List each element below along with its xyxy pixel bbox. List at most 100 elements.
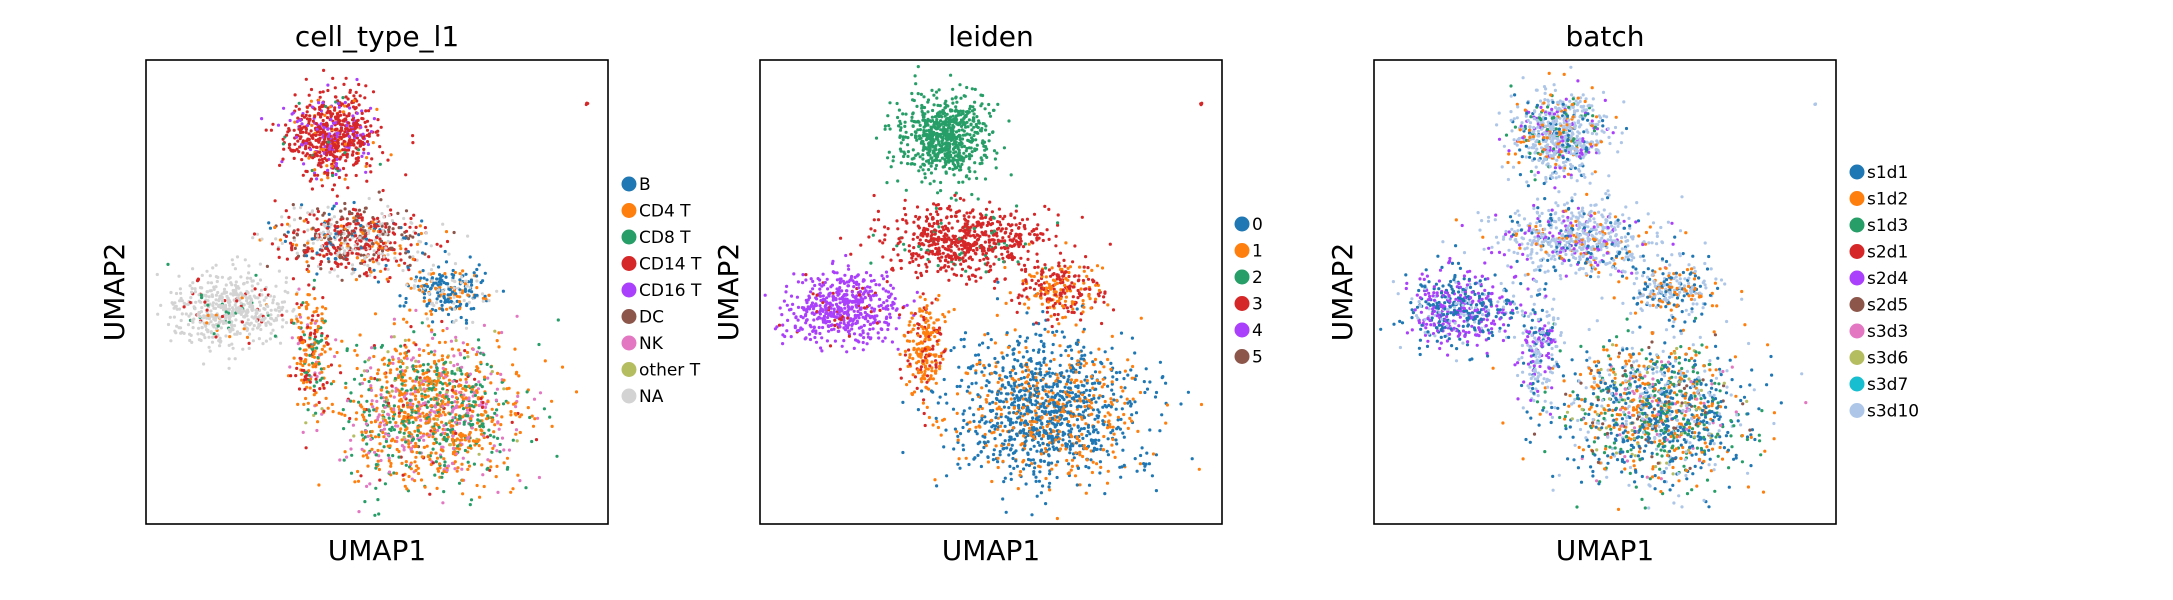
scatter-point <box>426 400 430 404</box>
scatter-point <box>404 300 408 305</box>
scatter-point <box>237 286 241 290</box>
scatter-point <box>290 336 294 340</box>
scatter-point <box>425 303 429 307</box>
scatter-point <box>433 473 437 477</box>
scatter-point <box>306 325 310 329</box>
scatter-point <box>414 377 418 381</box>
scatter-point <box>947 255 951 259</box>
scatter-point <box>899 126 903 130</box>
scatter-point <box>514 432 518 436</box>
scatter-point <box>445 307 449 311</box>
scatter-point <box>332 158 336 162</box>
scatter-point <box>950 226 954 230</box>
scatter-point <box>398 244 402 248</box>
scatter-point <box>408 402 413 406</box>
scatter-point <box>338 157 342 161</box>
scatter-point <box>435 301 439 305</box>
scatter-point <box>955 244 959 248</box>
scatter-point <box>207 345 211 349</box>
legend-marker <box>621 335 637 351</box>
scatter-point <box>365 442 369 446</box>
scatter-point <box>293 93 297 97</box>
scatter-point <box>925 132 929 136</box>
scatter-point <box>965 132 969 136</box>
scatter-point <box>498 442 502 447</box>
scatter-point <box>460 467 464 471</box>
scatter-point <box>479 413 483 417</box>
scatter-point <box>898 135 902 139</box>
scatter-point <box>334 338 338 342</box>
scatter-point <box>231 309 235 314</box>
scatter-point <box>271 328 275 332</box>
scatter-point <box>332 204 336 208</box>
scatter-point <box>189 296 193 300</box>
scatter-point <box>361 117 365 121</box>
scatter-point <box>458 278 462 282</box>
legend-item: B <box>621 175 651 195</box>
scatter-point <box>399 258 403 262</box>
scatter-point <box>416 471 421 476</box>
scatter-point <box>439 433 443 437</box>
scatter-point <box>378 222 382 226</box>
scatter-point <box>411 386 415 390</box>
scatter-point <box>395 367 399 371</box>
scatter-point <box>392 232 397 236</box>
scatter-point <box>400 399 404 403</box>
scatter-point <box>214 316 218 320</box>
scatter-point <box>954 135 958 139</box>
scatter-point <box>365 162 369 166</box>
scatter-point <box>1002 245 1006 249</box>
scatter-point <box>326 176 330 180</box>
scatter-point <box>326 173 330 177</box>
scatter-point <box>980 249 985 253</box>
scatter-point <box>430 381 434 386</box>
scatter-point <box>424 312 428 316</box>
scatter-point <box>339 241 343 245</box>
scatter-point <box>326 134 330 139</box>
scatter-point <box>460 462 464 466</box>
scatter-point <box>475 483 479 488</box>
scatter-point <box>386 453 390 457</box>
scatter-point <box>367 222 371 226</box>
scatter-point <box>348 138 352 142</box>
scatter-point <box>919 165 923 169</box>
scatter-point <box>205 321 209 325</box>
scatter-point <box>460 291 464 295</box>
scatter-point <box>360 373 364 377</box>
scatter-point <box>227 357 231 361</box>
scatter-point <box>239 312 243 316</box>
scatter-point <box>414 343 418 347</box>
scatter-point <box>339 209 343 213</box>
scatter-point <box>287 127 291 131</box>
scatter-point <box>431 263 435 267</box>
scatter-point <box>286 291 290 295</box>
scatter-point <box>1073 244 1077 248</box>
scatter-point <box>435 366 439 370</box>
scatter-point <box>209 320 213 324</box>
scatter-point <box>307 137 311 142</box>
scatter-point <box>971 208 975 212</box>
scatter-point <box>912 119 916 124</box>
scatter-point <box>326 342 330 346</box>
scatter-point <box>979 224 983 228</box>
scatter-point <box>550 399 554 403</box>
scatter-point <box>316 163 320 167</box>
scatter-point <box>933 242 937 246</box>
scatter-point <box>974 138 978 142</box>
scatter-point <box>343 249 347 253</box>
scatter-point <box>968 169 972 174</box>
scatter-point <box>434 379 438 383</box>
scatter-point <box>489 365 493 369</box>
scatter-point <box>351 423 355 427</box>
scatter-point <box>315 380 319 384</box>
scatter-point <box>343 207 347 211</box>
scatter-point <box>311 133 315 137</box>
scatter-point <box>231 346 235 350</box>
scatter-point <box>375 258 379 262</box>
scatter-point <box>438 442 442 446</box>
scatter-point <box>895 101 899 106</box>
scatter-point <box>323 137 327 141</box>
scatter-point <box>247 346 251 350</box>
scatter-point <box>413 429 417 433</box>
